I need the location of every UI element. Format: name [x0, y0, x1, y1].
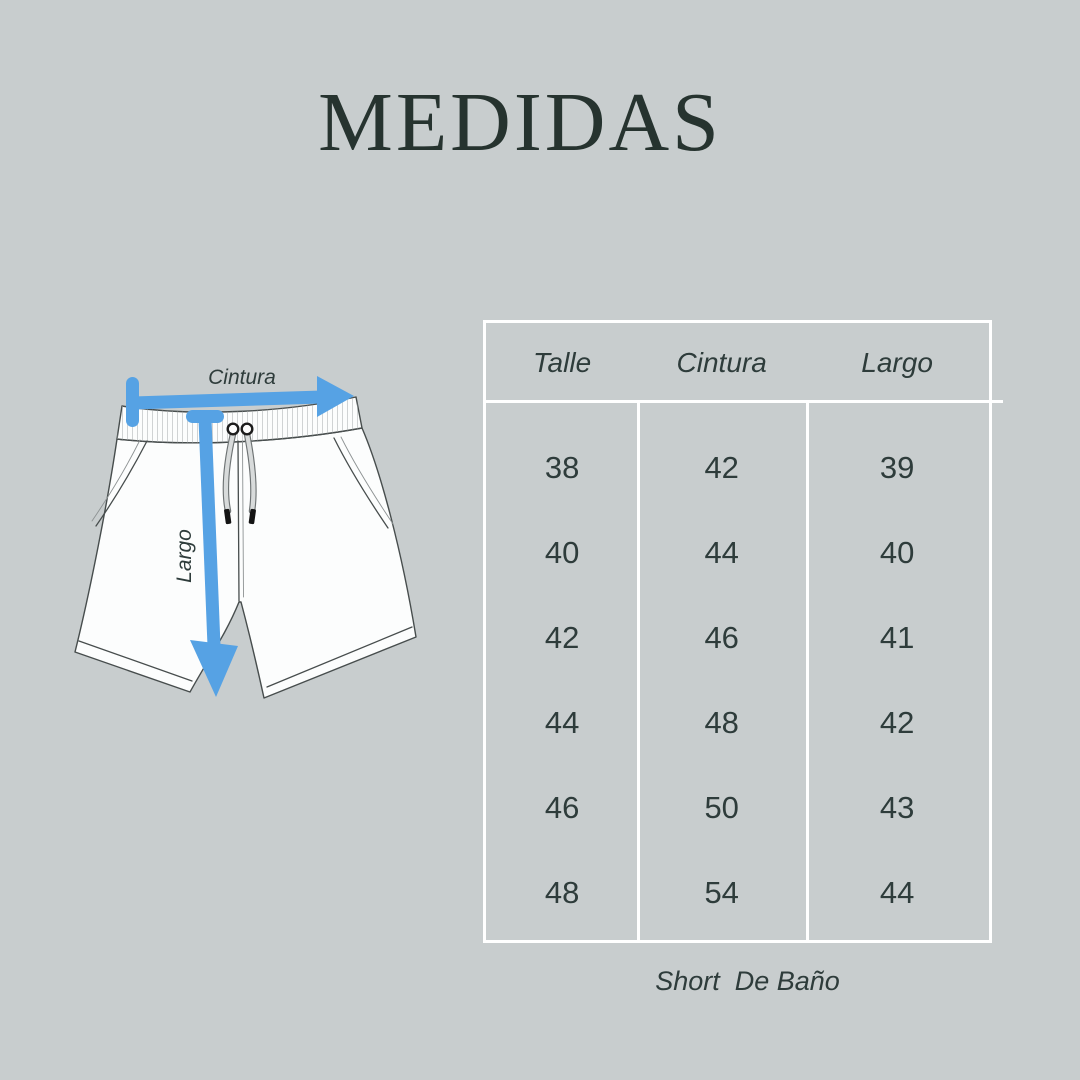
header-divider — [483, 400, 1003, 403]
size-table-header-row: Talle Cintura Largo — [486, 323, 989, 403]
table-cell: 39 — [879, 449, 915, 485]
left-aglet — [224, 508, 232, 525]
center-seam-stitch — [242, 440, 244, 598]
right-pocket-stitch — [340, 436, 394, 525]
cintura-arrowhead-icon — [317, 376, 354, 417]
largo-arrow-shaft — [198, 418, 221, 647]
shorts-outline — [74, 396, 417, 699]
size-table: Talle Cintura Largo 38 42 39 40 44 40 42… — [483, 320, 992, 943]
right-hem-stitch — [266, 626, 413, 688]
left-cord-fill — [223, 431, 236, 514]
table-cell: 40 — [544, 534, 580, 570]
cintura-arrow-label: Cintura — [208, 366, 276, 389]
cintura-arrow — [126, 376, 354, 427]
page-title: MEDIDAS — [318, 76, 722, 169]
waistband-ribbing — [117, 397, 362, 443]
header-cell-largo: Largo — [861, 347, 933, 378]
right-grommet — [240, 422, 254, 436]
table-cell: 38 — [544, 449, 580, 485]
left-pocket-stitch — [91, 439, 141, 522]
table-cell: 41 — [879, 619, 915, 655]
right-cord-fill — [244, 431, 256, 514]
cintura-arrow-shaft — [132, 390, 323, 410]
table-cell: 44 — [544, 704, 580, 740]
left-grommet — [226, 422, 240, 436]
cintura-arrow-endbar — [126, 377, 139, 427]
table-cell: 42 — [704, 449, 739, 485]
table-cell: 50 — [704, 789, 739, 825]
left-hem-stitch — [78, 640, 193, 682]
table-cell: 43 — [879, 789, 915, 825]
largo-arrow-label: Largo — [173, 529, 196, 583]
table-cell: 46 — [704, 619, 739, 655]
table-cell: 46 — [544, 789, 580, 825]
left-pocket-line — [95, 440, 148, 527]
center-seam — [237, 440, 240, 602]
largo-arrow — [186, 410, 238, 697]
shorts-diagram: Cintura Largo — [74, 366, 417, 699]
size-table-body: 38 42 39 40 44 40 42 46 41 44 48 42 46 5… — [486, 403, 989, 935]
drawstring — [222, 422, 257, 525]
table-cell: 48 — [544, 874, 580, 910]
right-pocket-line — [333, 437, 389, 529]
table-cell: 44 — [704, 534, 739, 570]
right-aglet — [248, 508, 256, 525]
largo-arrowhead-icon — [190, 640, 238, 697]
table-cell: 42 — [544, 619, 580, 655]
largo-arrow-endbar — [186, 410, 224, 423]
table-cell: 48 — [704, 704, 739, 740]
table-cell: 54 — [704, 874, 739, 910]
header-cell-talle: Talle — [533, 347, 592, 378]
table-cell: 44 — [879, 874, 915, 910]
table-cell: 42 — [879, 704, 915, 740]
column-divider — [637, 403, 640, 943]
table-caption: Short De Baño — [655, 966, 840, 996]
header-cell-cintura: Cintura — [676, 347, 767, 378]
column-divider — [806, 403, 809, 943]
table-cell: 40 — [879, 534, 915, 570]
